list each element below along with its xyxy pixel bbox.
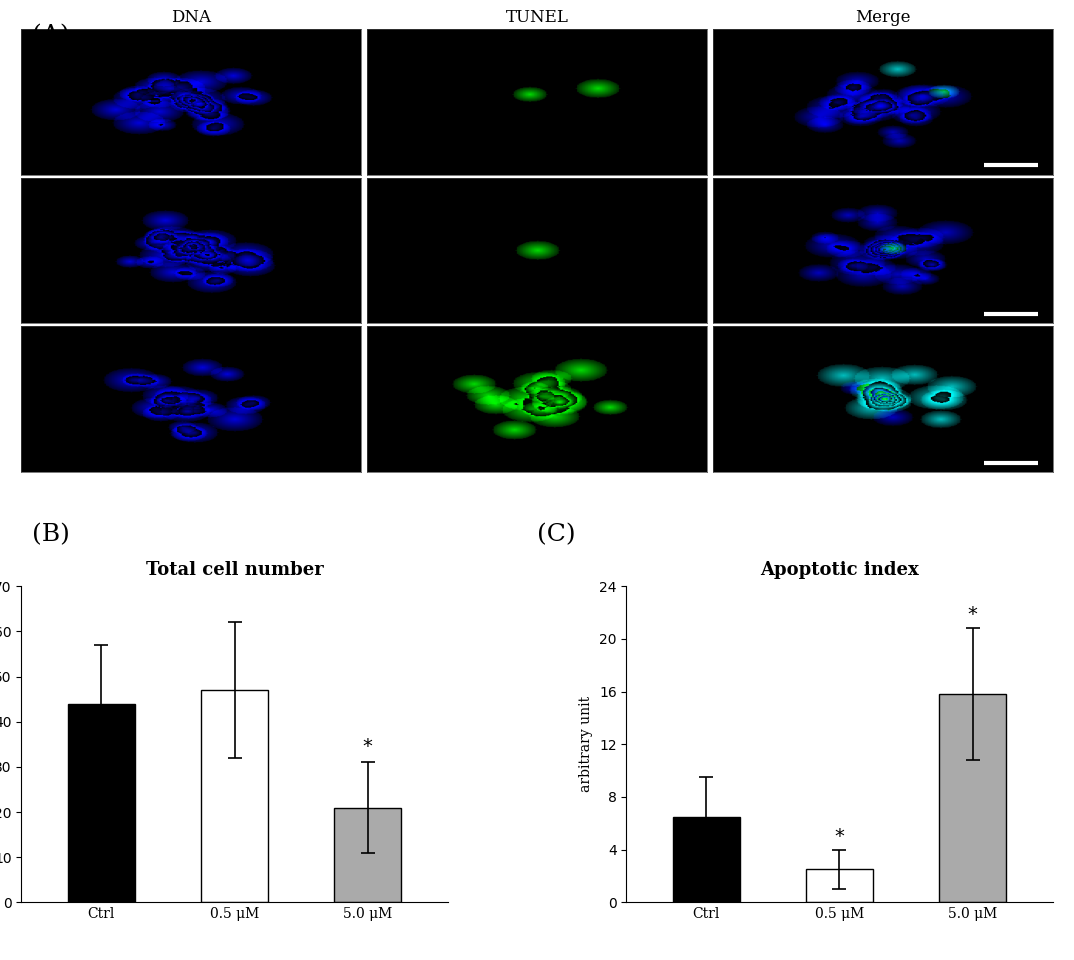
- Bar: [68, 704, 134, 902]
- Text: *: *: [834, 827, 844, 846]
- Bar: [201, 690, 267, 902]
- Bar: [940, 694, 1006, 902]
- Title: Apoptotic index: Apoptotic index: [760, 561, 919, 579]
- Bar: [334, 807, 401, 902]
- Text: *: *: [363, 736, 373, 756]
- Text: *: *: [968, 606, 977, 624]
- Text: (A): (A): [32, 24, 70, 47]
- Title: TUNEL: TUNEL: [506, 9, 568, 26]
- Bar: [673, 817, 740, 902]
- Bar: [807, 870, 873, 902]
- Y-axis label: arbitrary unit: arbitrary unit: [580, 696, 594, 792]
- Text: (C): (C): [537, 523, 576, 546]
- Title: Merge: Merge: [855, 9, 911, 26]
- Title: DNA: DNA: [171, 9, 212, 26]
- Title: Total cell number: Total cell number: [146, 561, 323, 579]
- Text: (B): (B): [32, 523, 70, 546]
